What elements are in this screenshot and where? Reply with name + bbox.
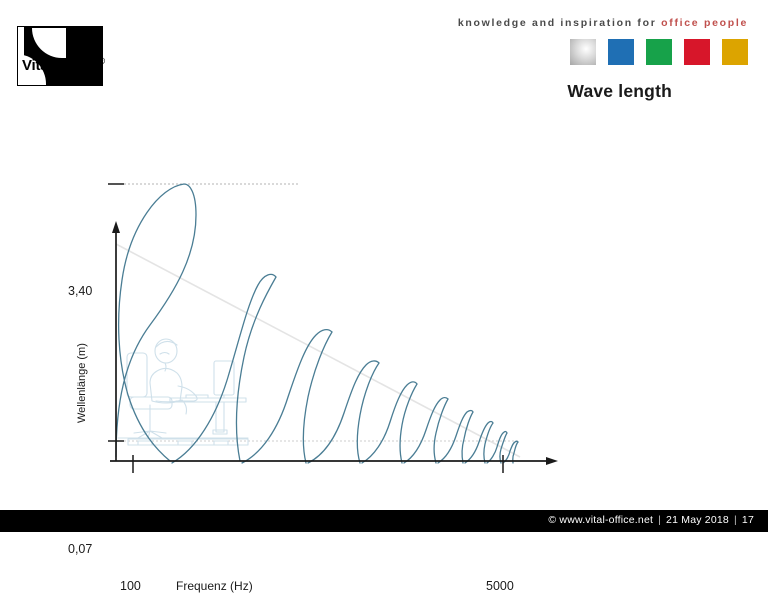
footer-separator-1: |	[658, 514, 662, 526]
swatch-green	[646, 39, 672, 65]
footer-bar: © www.vital-office.net | 21 May 2018 | 17	[0, 510, 768, 532]
x-tick-label-5000: 5000	[486, 579, 514, 593]
x-axis-label: Frequenz (Hz)	[176, 579, 253, 593]
x-axis-arrow-icon	[546, 457, 558, 465]
brand-swatch-row	[570, 39, 748, 65]
copyright-icon: ©	[548, 514, 557, 526]
chart-canvas	[108, 183, 558, 473]
footer-credits: © www.vital-office.net | 21 May 2018 | 17	[548, 514, 754, 526]
swatch-blue	[608, 39, 634, 65]
wave-1700hz	[403, 396, 449, 464]
registered-mark-icon: ®	[98, 56, 106, 66]
wave-length-chart: Wellenlänge (m) 3,40 0,07 100 5000 Frequ…	[0, 105, 768, 593]
footer-separator-2: |	[733, 514, 737, 526]
wave-4100hz	[486, 430, 508, 464]
brand-logo	[17, 26, 103, 86]
tagline-accent: office people	[661, 17, 748, 29]
y-tick-label-340: 3,40	[68, 284, 93, 298]
swatch-red	[684, 39, 710, 65]
brand-tagline: knowledge and inspiration for office peo…	[458, 17, 748, 29]
page-title: Wave length	[567, 81, 672, 101]
footer-date: 21 May 2018	[666, 514, 729, 526]
y-tick-label-007: 0,07	[68, 542, 93, 556]
wave-100hz	[115, 183, 197, 462]
wave-700hz	[307, 360, 380, 464]
swatch-amber	[722, 39, 748, 65]
office-worker-illustration	[117, 338, 249, 446]
footer-page-number: 17	[741, 514, 754, 526]
wave-400hz	[241, 328, 333, 464]
wave-200hz	[171, 273, 277, 464]
y-axis-label: Wellenlänge (m)	[76, 343, 88, 423]
tagline-plain: knowledge and inspiration for	[457, 17, 662, 29]
wave-series-group	[115, 183, 519, 464]
x-tick-label-100: 100	[120, 579, 141, 593]
logo-wordmark-text: Vital-Office	[22, 57, 99, 74]
wave-3200hz	[464, 420, 494, 464]
y-axis-arrow-icon	[112, 221, 120, 233]
slide-root: Vital-Office® knowledge and inspiration …	[0, 17, 768, 593]
wave-1100hz	[361, 381, 418, 464]
wave-5000hz	[502, 440, 519, 464]
swatch-silver	[570, 39, 596, 65]
envelope-line	[115, 243, 521, 458]
wave-2400hz	[437, 409, 474, 464]
footer-site[interactable]: www.vital-office.net	[559, 514, 654, 526]
logo-wordmark: Vital-Office®	[22, 56, 106, 74]
